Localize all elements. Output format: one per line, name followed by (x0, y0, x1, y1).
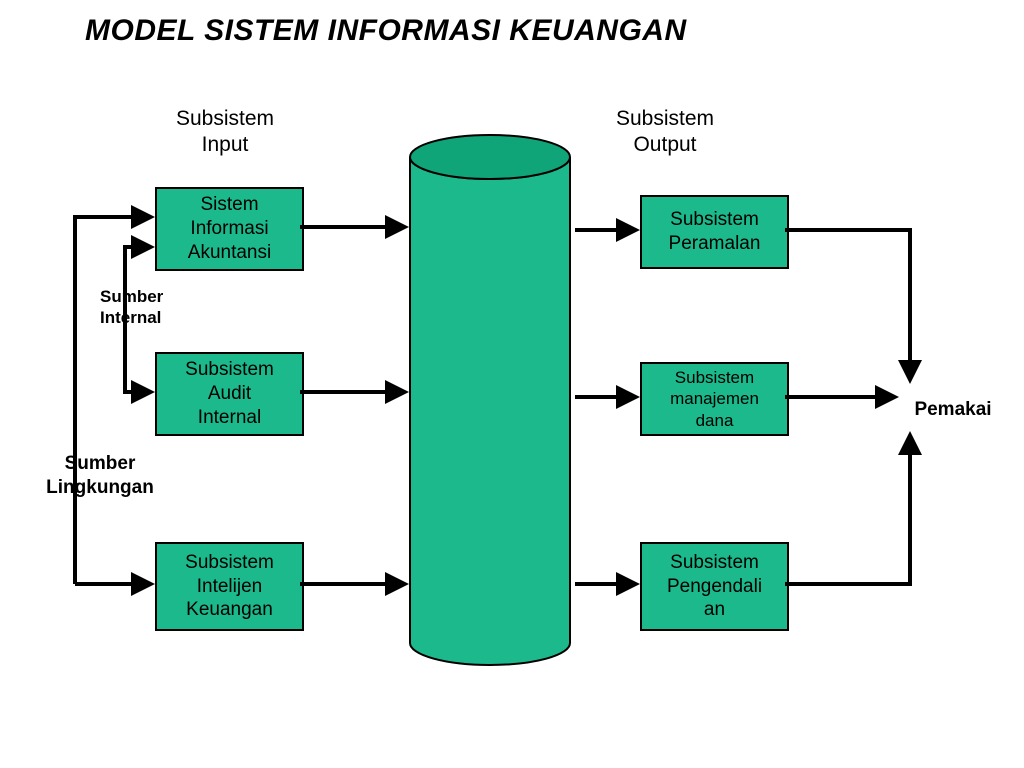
diagram-canvas: { "type": "flowchart", "canvas": { "widt… (0, 0, 1024, 768)
label-database: Database (410, 380, 570, 411)
label-sumber-lingkungan: Sumber Lingkungan (30, 452, 170, 500)
box-subsistem-peramalan: Subsistem Peramalan (640, 195, 789, 269)
label-subsistem-output: Subsistem Output (595, 106, 735, 159)
label-subsistem-input: Subsistem Input (155, 106, 295, 159)
box-sistem-informasi-akuntansi: Sistem Informasi Akuntansi (155, 187, 304, 271)
label-sumber-internal: Sumber Internal (100, 286, 190, 329)
box-subsistem-pengendalian: Subsistem Pengendali an (640, 542, 789, 631)
page-title: MODEL SISTEM INFORMASI KEUANGAN (85, 14, 687, 48)
box-subsistem-manajemen-dana: Subsistem manajemen dana (640, 362, 789, 436)
box-subsistem-audit-internal: Subsistem Audit Internal (155, 352, 304, 436)
box-subsistem-intelijen-keuangan: Subsistem Intelijen Keuangan (155, 542, 304, 631)
label-pemakai: Pemakai (903, 398, 1003, 422)
